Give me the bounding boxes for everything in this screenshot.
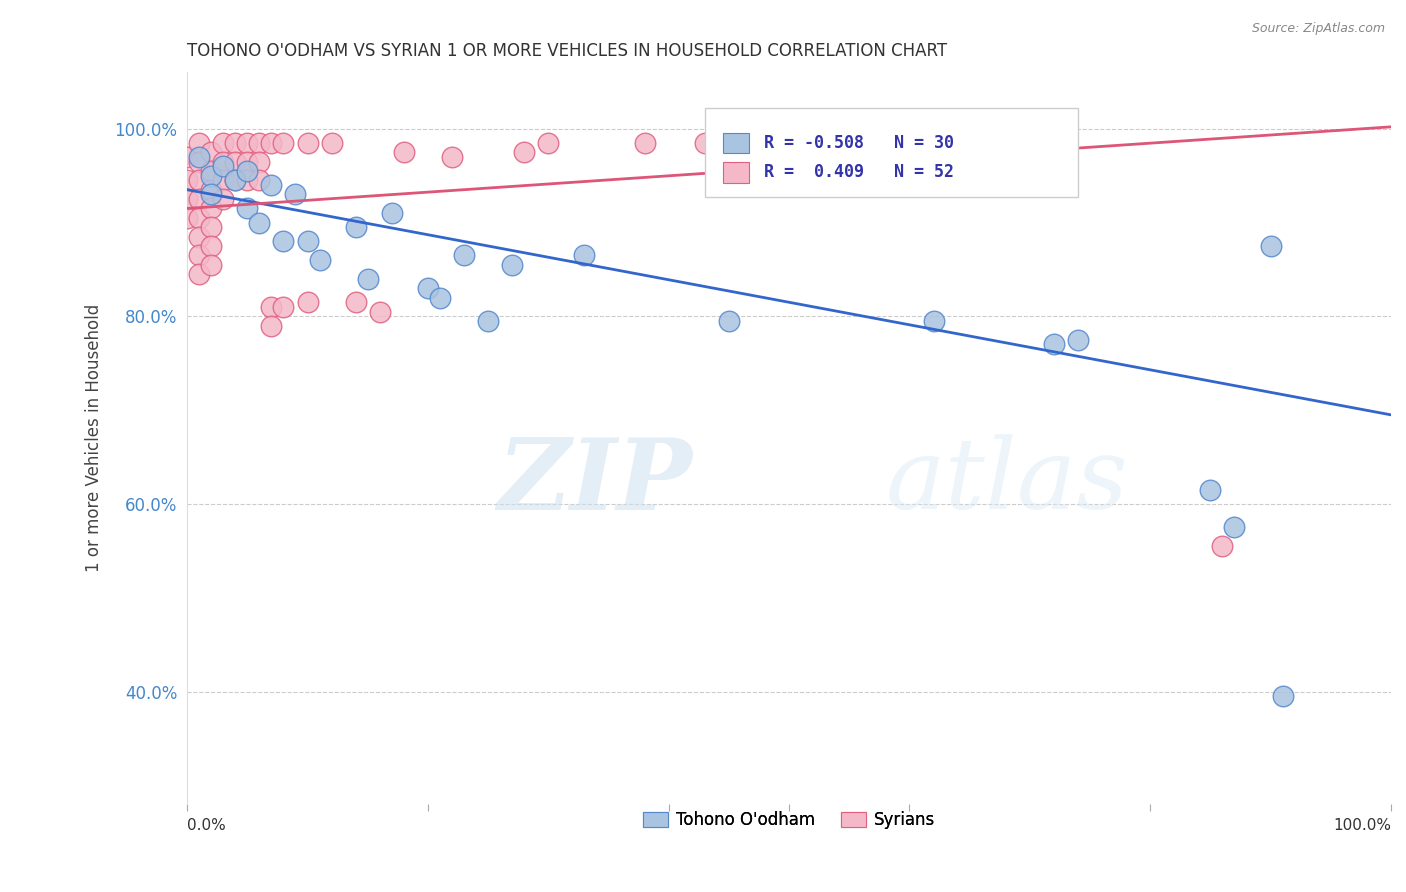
Point [260,136,283,150]
Point [297,136,319,150]
Point [922,314,945,328]
Point [176,173,198,187]
Point [284,187,307,202]
Text: 0.0%: 0.0% [187,818,226,833]
Point [224,136,246,150]
Point [297,295,319,310]
FancyBboxPatch shape [704,108,1078,197]
Bar [723,162,749,183]
Point [236,164,259,178]
Point [212,159,235,173]
Point [416,281,439,295]
Point [188,154,211,169]
Legend: Tohono O'odham, Syrians: Tohono O'odham, Syrians [637,805,942,836]
Point [188,136,211,150]
Point [188,192,211,206]
Point [212,154,235,169]
Point [392,145,415,160]
Bar [723,133,749,153]
Point [273,235,295,249]
Point [273,300,295,314]
Point [1043,337,1066,351]
Text: 100.0%: 100.0% [1333,818,1391,833]
Point [188,173,211,187]
Text: ZIP: ZIP [498,434,693,531]
Point [200,183,222,197]
Point [344,220,367,235]
Point [693,136,716,150]
Text: R =  0.409   N = 52: R = 0.409 N = 52 [763,163,953,181]
Point [513,145,536,160]
Text: Source: ZipAtlas.com: Source: ZipAtlas.com [1251,22,1385,36]
Y-axis label: 1 or more Vehicles in Household: 1 or more Vehicles in Household [86,304,103,573]
Point [247,173,270,187]
Point [200,187,222,202]
Point [429,291,451,305]
Point [477,314,499,328]
Point [1067,333,1090,347]
Point [247,154,270,169]
Point [224,173,246,187]
Point [633,136,655,150]
Point [224,154,246,169]
Point [368,304,391,318]
Point [247,215,270,229]
Point [188,150,211,164]
Point [344,295,367,310]
Point [321,136,343,150]
Point [188,248,211,262]
Point [273,136,295,150]
Point [212,173,235,187]
Point [200,202,222,216]
Point [260,318,283,333]
Point [212,136,235,150]
Point [176,192,198,206]
Point [236,154,259,169]
Point [200,164,222,178]
Point [574,248,596,262]
Point [247,136,270,150]
Text: TOHONO O'ODHAM VS SYRIAN 1 OR MORE VEHICLES IN HOUSEHOLD CORRELATION CHART: TOHONO O'ODHAM VS SYRIAN 1 OR MORE VEHIC… [187,42,948,60]
Text: R = -0.508   N = 30: R = -0.508 N = 30 [763,134,953,152]
Point [188,229,211,244]
Point [453,248,475,262]
Point [501,258,523,272]
Point [1223,520,1246,534]
Point [308,253,330,268]
Point [260,178,283,192]
Point [236,173,259,187]
Point [260,300,283,314]
Point [297,235,319,249]
Point [1211,539,1233,553]
Point [200,239,222,253]
Point [188,267,211,281]
Point [1271,690,1294,704]
Point [381,206,404,220]
Text: atlas: atlas [886,434,1128,530]
Point [1260,239,1282,253]
Point [200,258,222,272]
Point [440,150,463,164]
Point [224,173,246,187]
Point [1199,483,1222,497]
Point [212,192,235,206]
Point [236,202,259,216]
Point [188,211,211,225]
Point [717,314,740,328]
Point [236,136,259,150]
Point [357,272,380,286]
Point [200,169,222,183]
Point [898,136,921,150]
Point [537,136,560,150]
Point [200,220,222,235]
Point [176,211,198,225]
Point [200,145,222,160]
Point [778,136,800,150]
Point [176,150,198,164]
